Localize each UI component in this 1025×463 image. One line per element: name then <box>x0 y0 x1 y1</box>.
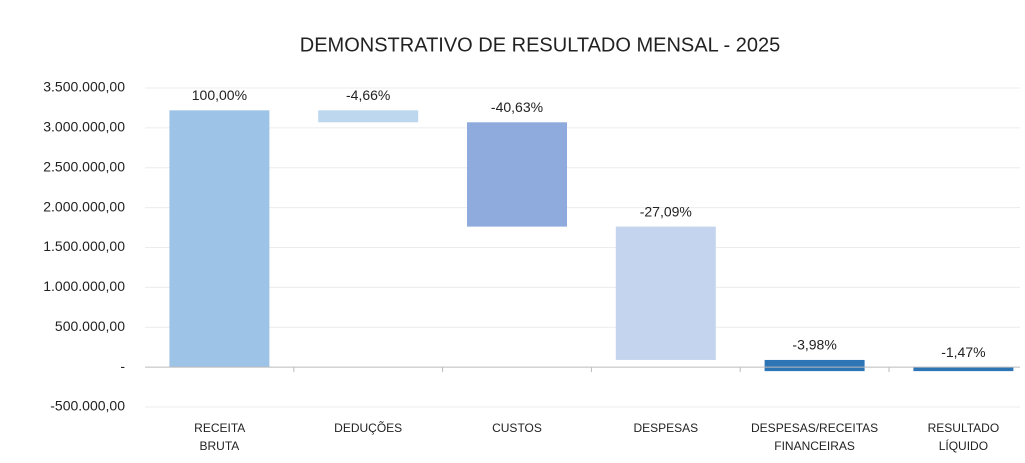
y-tick-label: 3.000.000,00 <box>43 119 125 135</box>
x-tick-label: DEDUÇÕES <box>334 421 403 435</box>
x-tick-label: CUSTOS <box>492 421 542 435</box>
bar <box>615 226 716 360</box>
y-tick-label: 1.000.000,00 <box>43 278 125 294</box>
bar <box>467 122 567 227</box>
y-tick-label: 3.500.000,00 <box>43 79 125 95</box>
chart-title: DEMONSTRATIVO DE RESULTADO MENSAL - 2025 <box>300 34 780 56</box>
y-tick-label: 2.500.000,00 <box>43 158 125 174</box>
data-label: -3,98% <box>792 337 836 353</box>
y-tick-label: 500.000,00 <box>55 318 125 334</box>
data-label: -1,47% <box>941 344 985 360</box>
x-tick-label: DESPESAS/RECEITAS FINANCEIRAS <box>751 421 879 453</box>
x-tick-label: RECEITA BRUTA <box>194 421 246 453</box>
x-tick-label: RESULTADO LÍQUIDO <box>927 421 1000 453</box>
y-tick-label: 2.000.000,00 <box>43 198 125 214</box>
data-label: -27,09% <box>640 203 692 219</box>
y-tick-label: 1.500.000,00 <box>43 238 125 254</box>
y-tick-label: -500.000,00 <box>50 398 125 414</box>
bar <box>764 359 865 372</box>
x-tick-label: DESPESAS <box>633 421 699 435</box>
data-label: -40,63% <box>491 99 543 115</box>
bar <box>318 110 419 123</box>
data-label: -4,66% <box>346 87 390 103</box>
bar <box>169 110 270 368</box>
data-label: 100,00% <box>192 87 247 103</box>
y-tick-label: - <box>120 358 125 374</box>
bar <box>913 367 1014 372</box>
